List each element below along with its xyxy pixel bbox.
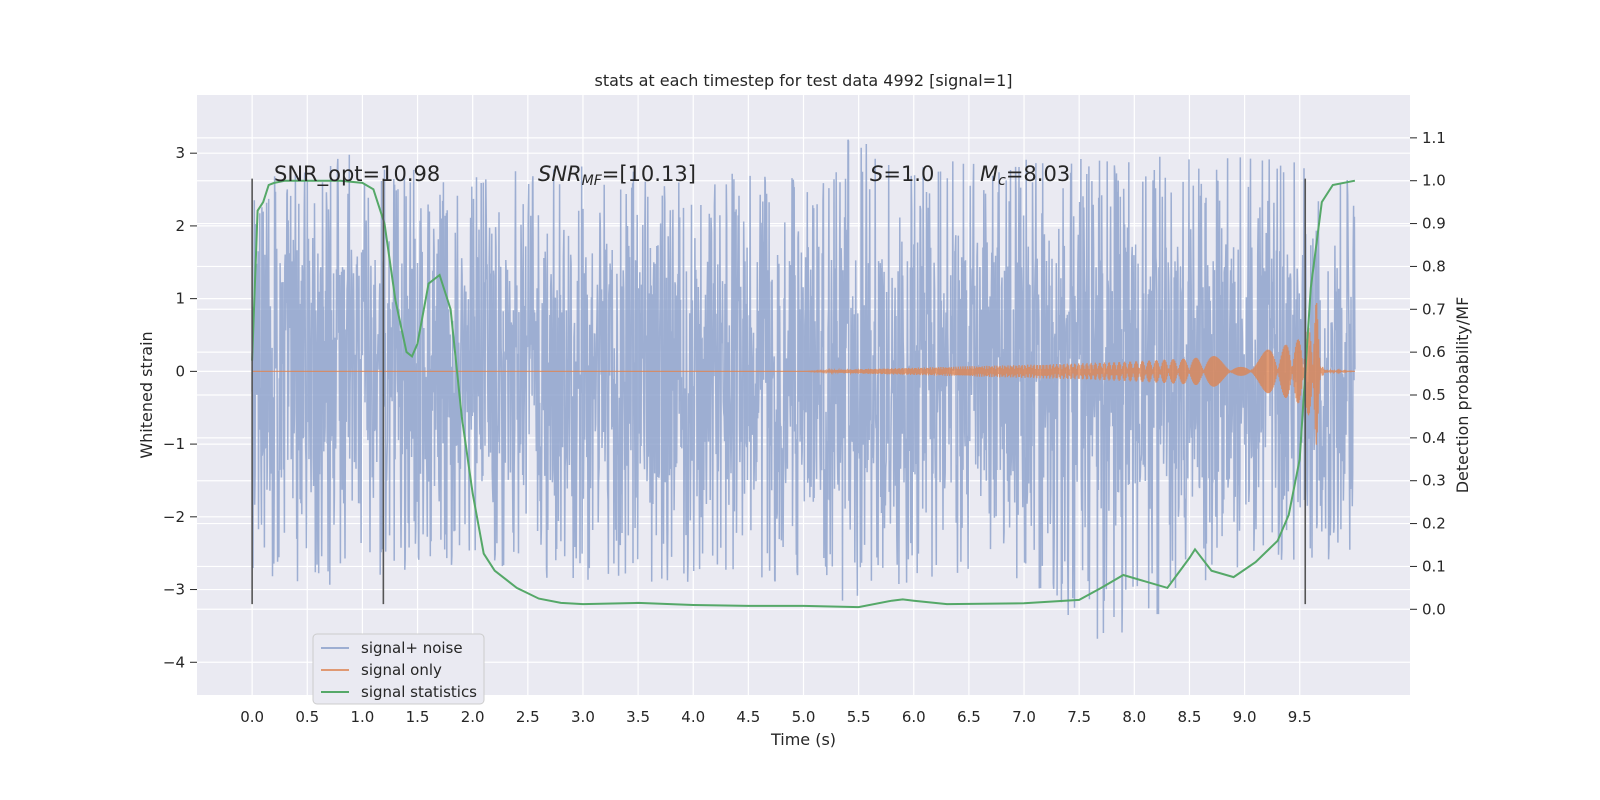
series-signal-noise <box>251 139 1356 639</box>
x-tick-label: 1.5 <box>406 708 430 726</box>
y2-tick-label: 0.3 <box>1422 472 1446 490</box>
y2-tick-label: 0.0 <box>1422 600 1446 618</box>
annotation-mc-symbol: M <box>980 162 998 186</box>
x-tick-label: 3.5 <box>626 708 650 726</box>
y-tick-label: −4 <box>163 653 185 671</box>
y-tick-label: 2 <box>175 217 185 235</box>
y2-tick-label: 0.4 <box>1422 429 1446 447</box>
x-tick-label: 2.0 <box>461 708 485 726</box>
y2-tick-label: 1.0 <box>1422 172 1446 190</box>
y2-tick-label: 0.2 <box>1422 515 1446 533</box>
x-axis-ticks: 0.0 0.5 1.0 1.5 2.0 2.5 3.0 3.5 4.0 4.5 5.0 5.5 6.0 6… <box>240 708 1311 726</box>
x-tick-label: 7.5 <box>1067 708 1091 726</box>
y-tick-label: −3 <box>163 581 185 599</box>
annotation-snr-mf-value: =[10.13] <box>602 162 696 186</box>
annotation-mc: Mc=8.03 <box>980 162 1070 189</box>
y-tick-label: −2 <box>163 508 185 526</box>
x-tick-label: 5.5 <box>847 708 871 726</box>
y-axis-ticks: 3 2 1 0 −1 −2 −3 −4 <box>163 144 197 671</box>
annotation-snr-mf-symbol: SNR <box>538 162 582 186</box>
legend-label-signal-noise: signal+ noise <box>361 639 463 657</box>
x-tick-label: 3.0 <box>571 708 595 726</box>
x-tick-label: 6.5 <box>957 708 981 726</box>
series-signal-only <box>252 302 1355 445</box>
x-tick-label: 4.0 <box>681 708 705 726</box>
x-tick-label: 6.0 <box>902 708 926 726</box>
y-axis-label: Whitened strain <box>137 331 156 458</box>
x-tick-label: 8.5 <box>1178 708 1202 726</box>
series-layer <box>251 139 1356 639</box>
y2-axis-label: Detection probability/MF <box>1453 297 1472 494</box>
y2-tick-label: 1.1 <box>1422 129 1446 147</box>
legend-label-signal-statistics: signal statistics <box>361 683 477 701</box>
x-tick-label: 0.5 <box>295 708 319 726</box>
annotation-s-value: =1.0 <box>883 162 934 186</box>
y-tick-label: 1 <box>175 290 185 308</box>
annotation-snr-opt: SNR_opt=10.98 <box>274 162 440 187</box>
y-tick-label: 3 <box>175 144 185 162</box>
legend-box <box>312 633 485 705</box>
x-tick-label: 8.0 <box>1122 708 1146 726</box>
x-tick-label: 2.5 <box>516 708 540 726</box>
x-axis-label: Time (s) <box>770 730 836 749</box>
annotation-s: S=1.0 <box>870 162 934 186</box>
chart-title: stats at each timestep for test data 499… <box>594 71 1012 90</box>
x-tick-label: 5.0 <box>792 708 816 726</box>
y2-tick-label: 0.6 <box>1422 343 1446 361</box>
y2-tick-label: 0.7 <box>1422 300 1446 318</box>
y2-axis-ticks: 1.1 1.0 0.9 0.8 0.7 0.6 0.5 0.4 0.3 0.2 0.1 0.0 <box>1410 129 1446 618</box>
x-tick-label: 9.5 <box>1288 708 1312 726</box>
y-tick-label: 0 <box>175 362 185 380</box>
x-tick-label: 7.0 <box>1012 708 1036 726</box>
legend-label-signal-only: signal only <box>361 661 442 679</box>
annotation-mc-value: =8.03 <box>1006 162 1070 186</box>
y-tick-label: −1 <box>163 435 185 453</box>
y2-tick-label: 0.5 <box>1422 386 1446 404</box>
y2-tick-label: 0.9 <box>1422 215 1446 233</box>
legend: signal+ noise signal only signal statist… <box>312 633 485 705</box>
annotation-snr-mf: SNRMF=[10.13] <box>538 162 696 189</box>
series-signal-statistics <box>251 179 1356 609</box>
annotation-snr-mf-subscript: MF <box>582 173 603 189</box>
x-tick-label: 9.0 <box>1233 708 1257 726</box>
x-tick-label: 1.0 <box>350 708 374 726</box>
x-tick-label: 0.0 <box>240 708 264 726</box>
y2-tick-label: 0.1 <box>1422 557 1446 575</box>
y2-tick-label: 0.8 <box>1422 257 1446 275</box>
annotation-s-symbol: S <box>870 162 883 186</box>
marker-lines <box>251 178 1307 605</box>
annotation-mc-subscript: c <box>998 173 1006 189</box>
x-tick-label: 4.5 <box>736 708 760 726</box>
